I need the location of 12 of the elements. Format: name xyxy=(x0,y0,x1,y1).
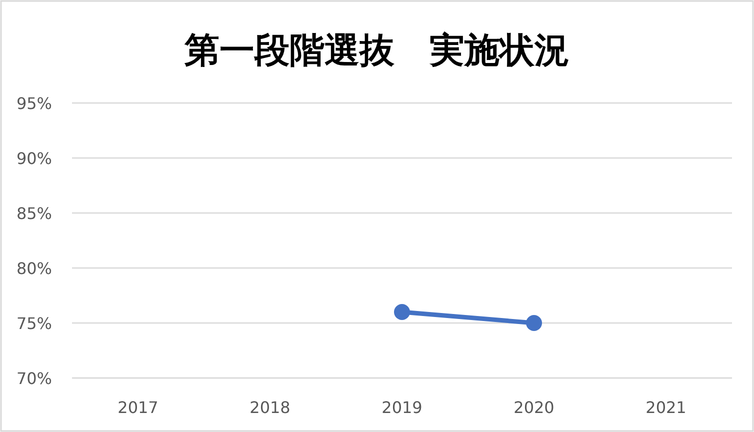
x-tick-label: 2019 xyxy=(382,398,422,417)
x-tick-label: 2021 xyxy=(646,398,686,417)
y-tick-label: 70% xyxy=(16,369,52,388)
y-tick-label: 75% xyxy=(16,314,52,333)
y-tick-label: 85% xyxy=(16,204,52,223)
x-tick-label: 2017 xyxy=(118,398,158,417)
y-tick-label: 90% xyxy=(16,149,52,168)
y-tick-label: 80% xyxy=(16,259,52,278)
chart-title: 第一段階選抜 実施状況 xyxy=(184,31,570,71)
x-tick-label: 2018 xyxy=(250,398,290,417)
x-tick-label: 2020 xyxy=(514,398,554,417)
y-tick-label: 95% xyxy=(16,94,52,113)
